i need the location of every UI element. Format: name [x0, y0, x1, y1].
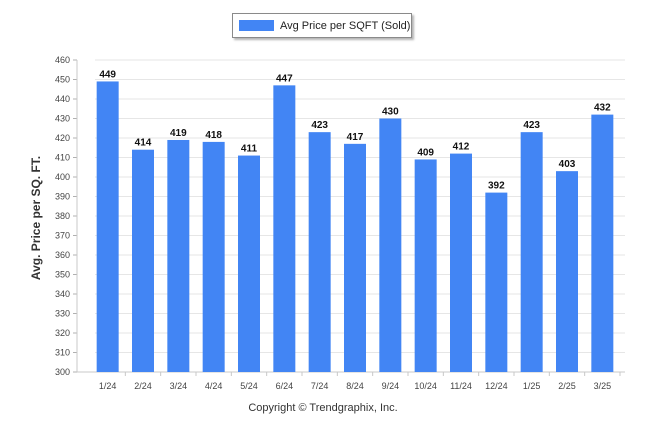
data-label: 423 [523, 120, 540, 131]
x-tick-label: 9/24 [382, 381, 400, 391]
y-tick-label: 460 [55, 55, 70, 65]
x-tick-label: 4/24 [205, 381, 223, 391]
y-tick-label: 320 [55, 328, 70, 338]
y-tick-label: 380 [55, 211, 70, 221]
data-label: 414 [135, 138, 152, 149]
bar-3/25 [591, 114, 614, 372]
bar-4/24 [202, 141, 225, 372]
bar-8/24 [344, 143, 366, 372]
data-label: 411 [241, 144, 258, 155]
bar-5/24 [238, 155, 260, 372]
data-label: 409 [417, 147, 434, 158]
y-tick-label: 400 [55, 172, 70, 182]
data-label: 449 [99, 69, 116, 80]
y-tick-label: 340 [55, 289, 70, 299]
data-label: 432 [594, 103, 611, 114]
data-label: 447 [276, 73, 293, 84]
bar-6/24 [273, 85, 296, 372]
data-label: 419 [170, 128, 187, 139]
x-tick-label: 3/25 [594, 381, 612, 391]
y-tick-label: 440 [55, 94, 70, 104]
x-tick-label: 8/24 [346, 381, 364, 391]
y-tick-label: 370 [55, 231, 70, 241]
x-tick-label: 12/24 [485, 381, 508, 391]
x-tick-label: 2/24 [134, 381, 152, 391]
axes: 300 310 320 330 340 350 360 370 380 390 400 410 420 4… [55, 55, 625, 391]
x-tick-label: 7/24 [311, 381, 329, 391]
y-tick-label: 450 [55, 75, 70, 85]
x-tick-label: 6/24 [276, 381, 294, 391]
y-tick-label: 350 [55, 270, 70, 280]
y-tick-label: 360 [55, 250, 70, 260]
x-tick-label: 5/24 [240, 381, 258, 391]
y-tick-label: 430 [55, 114, 70, 124]
x-tick-label: 1/24 [99, 381, 117, 391]
data-label: 423 [311, 120, 328, 131]
data-label: 412 [453, 142, 470, 153]
y-tick-label: 310 [55, 348, 70, 358]
x-tick-label: 11/24 [450, 381, 472, 391]
bar-3/24 [167, 139, 190, 372]
bars [96, 81, 614, 372]
x-tick-label: 3/24 [170, 381, 188, 391]
bar-12/24 [485, 192, 508, 372]
copyright-text: Copyright © Trendgraphix, Inc. [248, 402, 398, 414]
data-label: 392 [488, 181, 505, 192]
y-axis-title: Avg. Price per SQ. FT. [29, 156, 43, 280]
bar-2/25 [556, 171, 578, 372]
data-labels: 449 414 419 418 411 447 423 417 430 409 412 392 423 4… [99, 69, 611, 191]
legend: Avg Price per SQFT (Sold) [232, 13, 412, 38]
data-label: 417 [347, 132, 364, 143]
y-tick-label: 420 [55, 133, 70, 143]
y-tick-label: 330 [55, 309, 70, 319]
x-tick-label: 1/25 [523, 381, 541, 391]
bar-1/24 [96, 81, 119, 372]
y-tick-label: 390 [55, 192, 70, 202]
data-label: 430 [382, 107, 399, 118]
legend-label: Avg Price per SQFT (Sold) [280, 19, 411, 32]
x-tick-label: 2/25 [558, 381, 576, 391]
bar-9/24 [379, 118, 402, 372]
bar-11/24 [450, 153, 472, 372]
y-tick-label: 300 [55, 367, 70, 377]
bar-1/25 [520, 132, 543, 372]
y-tick-label: 410 [55, 153, 70, 163]
data-label: 418 [205, 130, 222, 141]
data-label: 403 [559, 159, 576, 170]
bar-7/24 [308, 132, 331, 372]
x-tick-label: 10/24 [414, 381, 437, 391]
legend-swatch [239, 20, 274, 31]
bar-10/24 [414, 159, 437, 372]
bar-2/24 [132, 149, 154, 372]
